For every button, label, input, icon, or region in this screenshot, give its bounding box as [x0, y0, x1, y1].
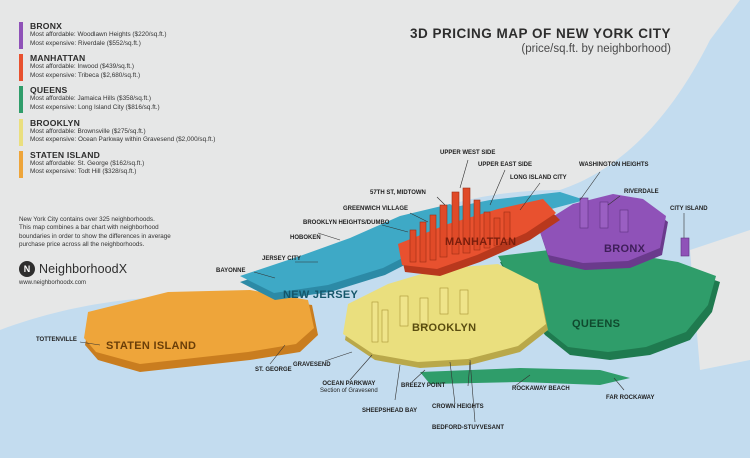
legend-staten-island: STATEN ISLAND Most affordable: St. Georg… — [19, 149, 259, 178]
label-washington-heights: WASHINGTON HEIGHTS — [579, 162, 649, 168]
legend-queens: QUEENS Most affordable: Jamaica Hills ($… — [19, 85, 259, 114]
legend-expensive: Most expensive: Long Island City ($816/s… — [30, 103, 160, 111]
label-tottenville: TOTTENVILLE — [36, 337, 77, 343]
legend-brooklyn: BROOKLYN Most affordable: Brownsville ($… — [19, 117, 259, 146]
label-gravesend: GRAVESEND — [293, 362, 331, 368]
legend-affordable: Most affordable: Inwood ($439/sq.ft.) — [30, 63, 134, 71]
legend-expensive: Most expensive: Tribeca ($2,680/sq.ft.) — [30, 71, 141, 79]
long-island-land — [690, 230, 750, 370]
intro-line: purchase price across all the neighborho… — [19, 241, 145, 249]
label-city-island: CITY ISLAND — [670, 206, 708, 212]
legend-heading: BROOKLYN — [30, 117, 80, 128]
borough-label-bronx: BRONX — [604, 243, 646, 255]
label-crown-heights: CROWN HEIGHTS — [432, 404, 484, 410]
borough-label-manhattan: MANHATTAN — [445, 236, 517, 248]
legend-swatch-brooklyn — [19, 118, 23, 146]
manhattan-bars — [409, 187, 511, 263]
legend-heading: STATEN ISLAND — [30, 149, 101, 160]
borough-label-queens: QUEENS — [572, 318, 621, 330]
label-st-george: ST. GEORGE — [255, 367, 292, 373]
map-subtitle: (price/sq.ft. by neighborhood) — [521, 43, 671, 55]
brooklyn-bars — [371, 287, 469, 343]
label-long-island-city: LONG ISLAND CITY — [510, 175, 567, 181]
legend-expensive: Most expensive: Ocean Parkway within Gra… — [30, 136, 216, 144]
legend-heading: BRONX — [30, 21, 63, 31]
intro-line: New York City contains over 325 neighbor… — [19, 216, 155, 223]
brand-mark-icon: N — [19, 261, 35, 277]
label-riverdale: RIVERDALE — [624, 189, 659, 195]
label-breezy-point: BREEZY POINT — [401, 383, 446, 389]
label-upper-east-side: UPPER EAST SIDE — [478, 162, 533, 168]
bronx-area — [538, 194, 668, 270]
legend-affordable: Most affordable: St. George ($162/sq.ft.… — [30, 159, 145, 167]
legend-affordable: Most affordable: Brownsville ($275/sq.ft… — [30, 127, 146, 135]
label-rockaway-beach: ROCKAWAY BEACH — [512, 386, 570, 392]
legend-heading: MANHATTAN — [30, 53, 86, 64]
label-ocean-parkway-title: OCEAN PARKWAY — [322, 381, 376, 387]
staten-island-area — [84, 290, 318, 372]
label-greenwich-village: GREENWICH VILLAGE — [343, 206, 409, 212]
brand-logo: N NeighborhoodX — [19, 261, 127, 277]
legend: BRONX Most affordable: Woodlawn Heights … — [19, 21, 259, 182]
brand-name: NeighborhoodX — [39, 262, 128, 276]
legend-swatch-bronx — [19, 22, 23, 49]
legend-expensive: Most expensive: Riverdale ($552/sq.ft.) — [30, 39, 141, 47]
legend-swatch-manhattan — [19, 54, 23, 82]
legend-heading: QUEENS — [30, 85, 68, 96]
label-upper-west-side: UPPER WEST SIDE — [440, 150, 496, 156]
queens-area — [420, 249, 720, 385]
label-hoboken: HOBOKEN — [290, 235, 321, 241]
bronx-bars — [579, 197, 629, 233]
map-title: 3D PRICING MAP OF NEW YORK CITY — [409, 26, 671, 41]
brand-site: www.neighborhoodx.com — [19, 280, 87, 286]
legend-swatch-staten-island — [19, 150, 23, 178]
city-island — [680, 237, 690, 257]
map-title-block: 3D PRICING MAP OF NEW YORK CITY (price/s… — [410, 26, 671, 55]
label-sheepshead-bay: SHEEPSHEAD BAY — [362, 408, 418, 414]
label-far-rockaway: FAR ROCKAWAY — [606, 395, 655, 401]
leader-lines — [79, 159, 685, 423]
legend-swatch-queens — [19, 86, 23, 114]
label-brooklyn-heights: BROOKLYN HEIGHTS/DUMBO — [303, 220, 390, 226]
label-bedford-stuyvesant: BEDFORD-STUYVESANT — [432, 425, 505, 431]
intro-line: boundaries in order to show the differen… — [19, 232, 171, 240]
borough-label-new-jersey: NEW JERSEY — [283, 289, 359, 301]
label-jersey-city: JERSEY CITY — [262, 256, 301, 262]
legend-affordable: Most affordable: Woodlawn Heights ($220/… — [30, 31, 167, 38]
intro-text: New York City contains over 325 neighbor… — [19, 216, 219, 250]
borough-label-staten-island: STATEN ISLAND — [106, 340, 197, 352]
legend-manhattan: MANHATTAN Most affordable: Inwood ($439/… — [19, 53, 259, 82]
intro-line: This map combines a bar chart with neigh… — [19, 224, 159, 232]
legend-bronx: BRONX Most affordable: Woodlawn Heights … — [19, 21, 259, 49]
label-ocean-parkway-sub: Section of Gravesend — [320, 388, 378, 394]
label-bayonne: BAYONNE — [216, 268, 246, 274]
legend-affordable: Most affordable: Jamaica Hills ($358/sq.… — [30, 95, 152, 103]
label-midtown: 57TH ST, MIDTOWN — [370, 190, 426, 196]
legend-expensive: Most expensive: Todt Hill ($328/sq.ft.) — [30, 168, 137, 176]
borough-label-brooklyn: BROOKLYN — [412, 322, 477, 334]
label-ocean-parkway: OCEAN PARKWAY Section of Gravesend — [320, 381, 378, 395]
